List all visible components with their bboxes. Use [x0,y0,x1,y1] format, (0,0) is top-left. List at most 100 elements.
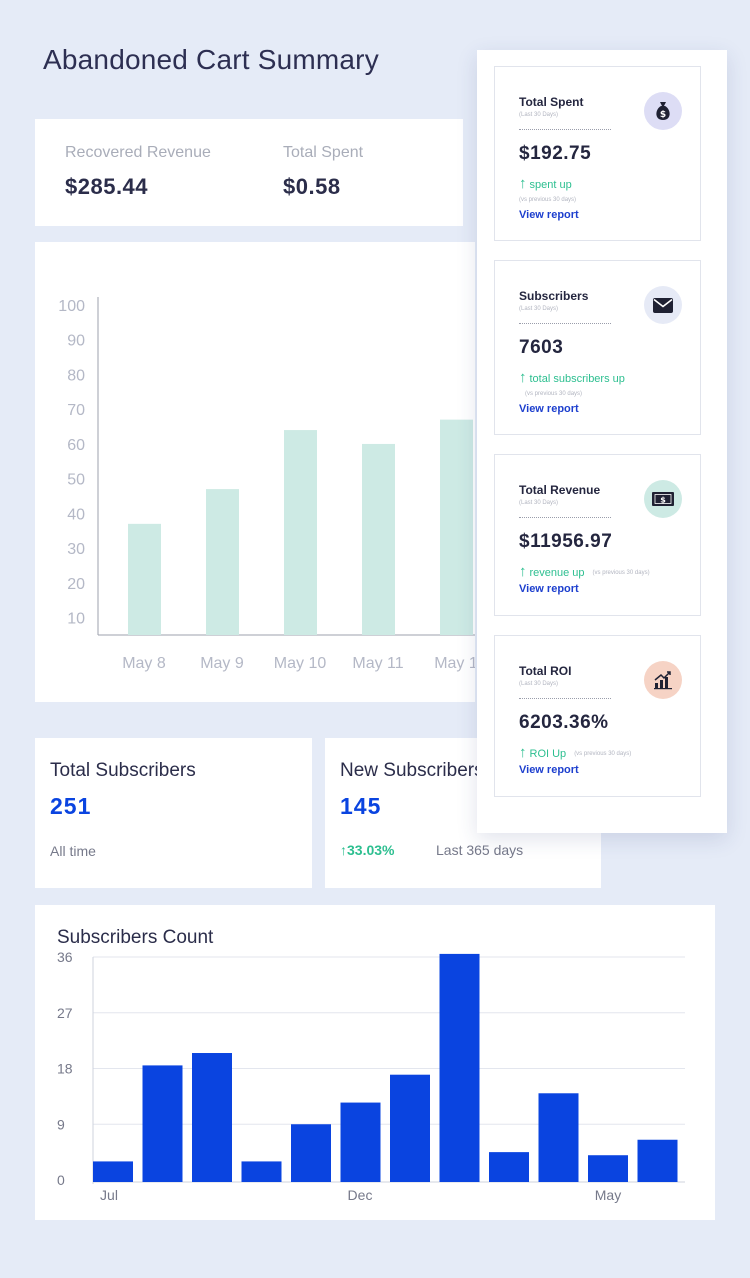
x-tick-label: May 1 [434,655,475,672]
bar [241,1161,282,1182]
y-tick-label: 100 [58,298,85,315]
subscribers-count-chart: 0 9 18 27 36 Jul Dec May [57,949,685,1203]
kpi-period: (Last 30 Days) [519,306,559,312]
bar [340,1102,381,1182]
bar [362,443,395,635]
kpi-compare: (vs previous 30 days) [525,391,583,397]
kpi-title: Subscribers [519,289,589,303]
y-tick-label: 30 [67,541,85,558]
x-tick-label: May 8 [122,655,166,672]
svg-text:$: $ [660,110,666,120]
recovered-revenue-value: $285.44 [65,174,149,199]
revenue-bar-chart: 10 20 30 40 50 60 70 80 90 100 May 8 May 9 May 10 May… [58,297,475,672]
total-subscribers-title: Total Subscribers [50,760,196,781]
kpi-title: Total ROI [519,664,572,678]
view-report-link[interactable]: View report [519,403,579,415]
kpi-period: (Last 30 Days) [519,681,559,687]
divider [519,517,611,518]
kpi-trend-label: spent up [529,179,572,191]
bar [284,430,317,635]
total-subscribers-card: Total Subscribers 251 All time [35,738,312,888]
divider [519,323,611,324]
recovered-revenue-label: Recovered Revenue [65,144,211,161]
subscribers-count-card: 0 9 18 27 36 Jul Dec May Subscribers Count [35,905,715,1220]
x-tick-label: May 11 [352,655,403,672]
kpi-value: $192.75 [519,143,592,164]
kpi-compare: (vs previous 30 days) [519,197,577,203]
recovered-revenue-metric: Recovered Revenue $285.44 [65,144,211,200]
up-arrow-icon: ↑ [519,175,527,192]
kpi-card-total-spent: Total Spent (Last 30 Days) $192.75 ↑ spen… [494,66,701,241]
kpi-trend: ↑ ROI Up (vs previous 30 days) [519,744,631,761]
kpi-trend: ↑ total subscribers up [519,369,625,386]
bar [192,1053,232,1182]
kpi-value: 7603 [519,337,564,358]
x-tick-label: Jul [100,1187,118,1203]
kpi-trend-label: revenue up [529,567,585,579]
bar [93,1161,133,1182]
divider [519,129,611,130]
new-subscribers-growth: ↑33.03% [340,842,394,858]
svg-text:$: $ [660,496,666,505]
revenue-bar-chart-card: 10 20 30 40 50 60 70 80 90 100 May 8 May 9 May 10 May… [35,242,475,702]
total-subscribers-value: 251 [50,793,92,819]
total-spent-value: $0.58 [283,174,341,199]
new-subscribers-period: Last 365 days [436,842,524,858]
envelope-icon [644,286,682,324]
money-bag-icon: $ [644,92,682,130]
y-tick-label: 36 [57,949,73,965]
page-title: Abandoned Cart Summary [43,44,379,75]
y-tick-label: 90 [67,333,85,350]
new-subscribers-title: New Subscribers [340,760,484,781]
y-tick-label: 27 [57,1005,73,1021]
x-tick-label: May 9 [200,655,244,672]
y-tick-label: 70 [67,402,85,419]
bar [538,1093,579,1182]
kpi-title: Total Revenue [519,483,601,497]
kpi-value: $11956.97 [519,531,613,552]
total-spent-metric: Total Spent $0.58 [283,144,363,200]
kpi-compare: (vs previous 30 days) [574,751,632,758]
view-report-link[interactable]: View report [519,583,579,595]
bar [439,953,480,1182]
x-tick-label: May [595,1187,621,1203]
x-tick-label: Dec [348,1187,373,1203]
up-arrow-icon: ↑ [340,842,347,858]
y-tick-label: 18 [57,1061,73,1077]
up-arrow-icon: ↑ [519,563,527,580]
x-tick-label: May 10 [274,655,327,672]
bar [637,1139,678,1182]
kpi-card-subscribers: Subscribers (Last 30 Days) 7603 ↑ total s… [494,260,701,435]
bar [588,1155,628,1182]
view-report-link[interactable]: View report [519,764,579,776]
bar [206,489,239,635]
kpi-side-panel: Total Spent (Last 30 Days) $192.75 ↑ spen… [477,50,727,833]
new-subscribers-value: 145 [340,793,382,819]
growth-chart-icon [644,661,682,699]
kpi-trend-label: total subscribers up [529,373,625,385]
y-tick-label: 20 [67,576,85,593]
banknote-icon: $ [644,480,682,518]
up-arrow-icon: ↑ [519,744,527,761]
divider [519,698,611,699]
subscribers-count-title: Subscribers Count [57,927,214,948]
kpi-period: (Last 30 Days) [519,500,559,506]
up-arrow-icon: ↑ [519,369,527,386]
bar [440,419,473,635]
y-tick-label: 40 [67,506,85,523]
kpi-title: Total Spent [519,95,584,109]
bar [128,523,161,635]
kpi-compare: (vs previous 30 days) [592,570,650,577]
kpi-value: 6203.36% [519,712,609,733]
growth-value: 33.03% [347,842,395,858]
view-report-link[interactable]: View report [519,209,579,221]
summary-card: Recovered Revenue $285.44 Total Spent $0… [35,119,463,226]
y-tick-label: 50 [67,472,85,489]
y-tick-label: 80 [67,367,85,384]
kpi-trend-label: ROI Up [529,748,567,760]
y-tick-label: 60 [67,437,85,454]
bar [142,1065,183,1182]
bar [390,1074,430,1182]
bar [489,1152,529,1182]
bar [291,1124,331,1182]
